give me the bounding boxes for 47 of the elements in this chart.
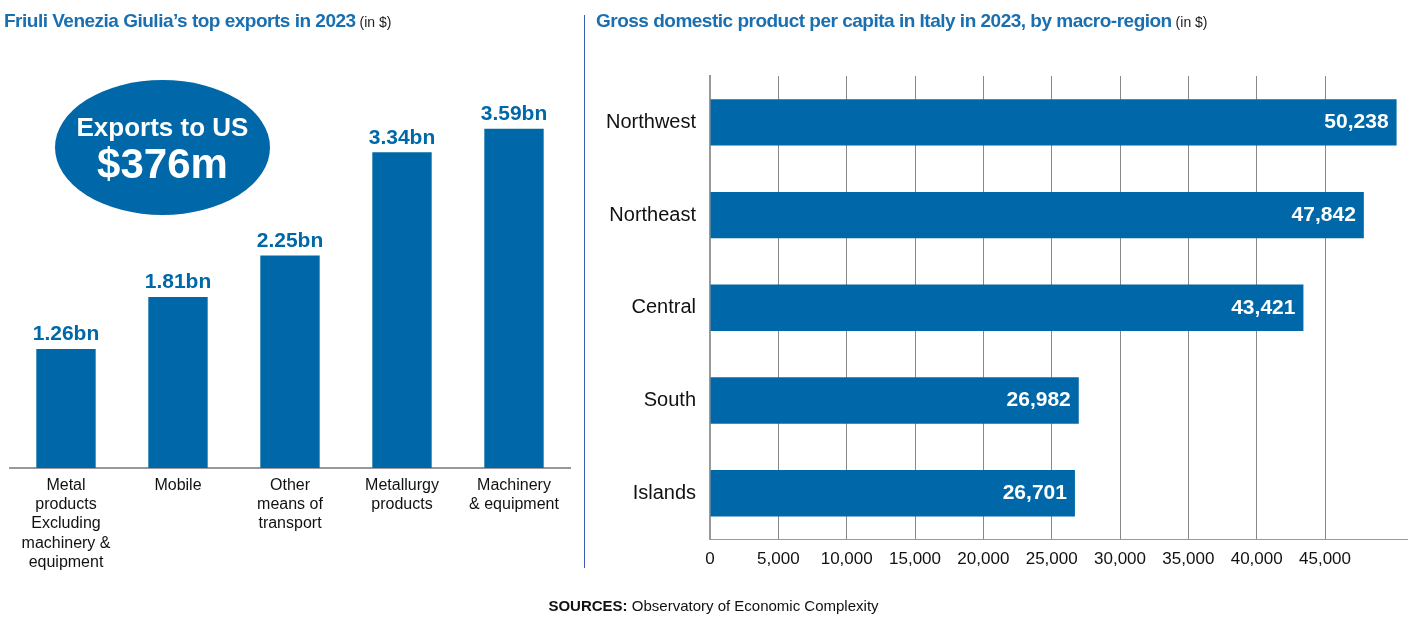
x-tick-label: 0	[705, 549, 715, 569]
x-tick-label: 40,000	[1230, 549, 1283, 569]
data-label: 3.34bn	[368, 124, 436, 148]
data-label: 1.26bn	[32, 321, 100, 345]
bar	[710, 99, 1397, 146]
x-tick-label: Mobile	[154, 476, 202, 494]
data-label: 26,701	[1002, 480, 1068, 504]
chart-subtitle: (in $)	[358, 14, 392, 30]
bar	[484, 128, 544, 468]
chart-title: Friuli Venezia Giulia’s top exports in 2023	[4, 10, 356, 31]
x-tick-label: 30,000	[1094, 549, 1147, 569]
bar	[710, 284, 1304, 331]
chart-subtitle: (in $)	[1174, 14, 1208, 30]
x-tick-label: Metal products Excluding machinery & equipment	[21, 476, 111, 570]
x-tick-label: Other means of transport	[257, 476, 324, 532]
x-tick-label: Machinery & equipment	[469, 476, 560, 513]
data-label: 1.81bn	[144, 269, 212, 293]
bar	[148, 296, 208, 468]
y-tick-label: South	[643, 388, 697, 411]
data-label: 47,842	[1291, 201, 1356, 225]
data-label: 43,421	[1231, 294, 1296, 318]
x-tick-label: 25,000	[1025, 549, 1078, 569]
x-tick-label: 5,000	[757, 549, 800, 569]
y-tick-label: Central	[631, 295, 697, 318]
data-label: 3.59bn	[480, 101, 548, 125]
annotation: Exports to US	[75, 112, 250, 143]
y-tick-label: Islands	[632, 480, 697, 503]
y-tick-label: Northwest	[606, 109, 697, 132]
x-tick-label: 35,000	[1162, 549, 1215, 569]
bar	[710, 191, 1364, 239]
annotation: $376m	[97, 140, 229, 188]
bar	[372, 152, 432, 468]
bar	[710, 470, 1075, 517]
x-tick-label: Metallurgy products	[365, 476, 439, 513]
bar	[710, 377, 1079, 424]
chart-title: Gross domestic product per capita in Italy in 2023, by macro-region	[596, 10, 1172, 31]
x-tick-label: 10,000	[820, 549, 873, 569]
bar	[36, 348, 96, 468]
source-note: SOURCES: Observatory of Economic Complexity	[547, 597, 880, 614]
x-tick-label: 45,000	[1299, 549, 1351, 569]
y-tick-label: Northeast	[609, 202, 697, 225]
bar	[260, 255, 320, 468]
data-label: 50,238	[1324, 109, 1389, 133]
x-tick-label: 15,000	[889, 549, 942, 569]
data-label: 2.25bn	[256, 227, 324, 251]
data-label: 26,982	[1006, 387, 1071, 411]
x-tick-label: 20,000	[957, 549, 1010, 569]
